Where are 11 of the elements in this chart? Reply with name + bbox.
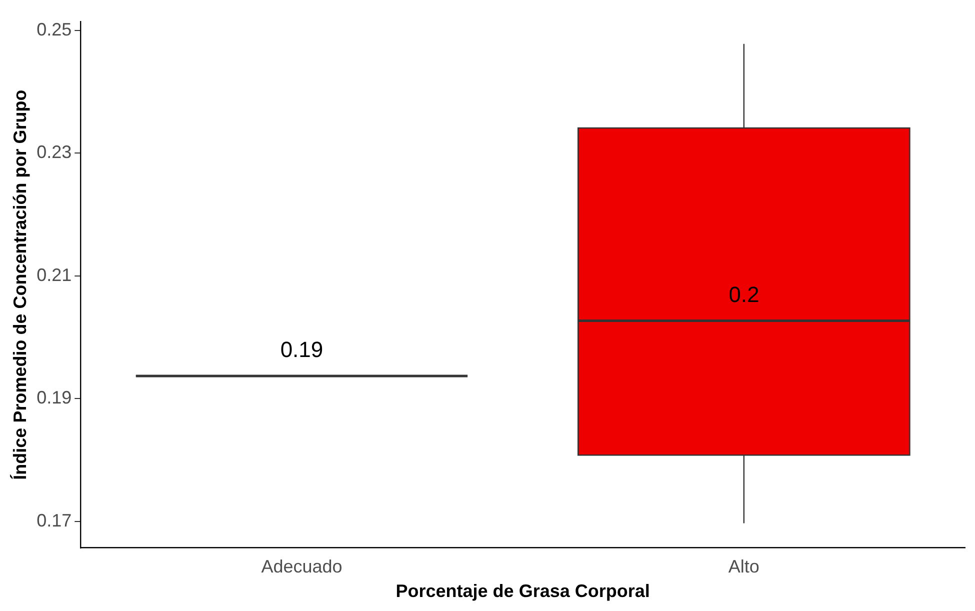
y-axis-title: Índice Promedio de Concentración por Grupo	[10, 90, 30, 480]
annotation: 0.2	[728, 282, 760, 307]
y-tick-label: 0.19	[36, 388, 72, 408]
y-tick-label: 0.23	[36, 142, 72, 162]
x-tick-label: Adecuado	[261, 556, 342, 577]
x-axis-title: Porcentaje de Grasa Corporal	[396, 581, 650, 602]
y-tick-label: 0.21	[36, 264, 72, 285]
annotation: 0.19	[280, 337, 324, 362]
x-tick-label: Alto	[728, 556, 760, 577]
y-tick-label: 0.17	[36, 510, 72, 530]
y-tick-label: 0.25	[36, 19, 72, 40]
